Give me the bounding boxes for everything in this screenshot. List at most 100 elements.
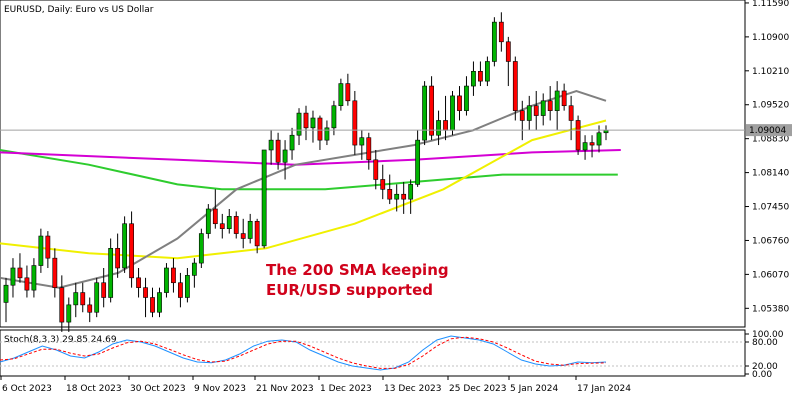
- candle-body-down: [212, 208, 218, 225]
- candle: [212, 189, 218, 229]
- candle-body-up: [247, 220, 253, 239]
- candle-body-up: [226, 216, 232, 229]
- candle-body-down: [178, 282, 183, 298]
- current-price-label: 1.09004: [749, 126, 786, 136]
- candle: [205, 204, 211, 239]
- candle: [101, 267, 107, 308]
- candle: [491, 17, 497, 67]
- candle-body-up: [596, 132, 602, 146]
- candle-body-down: [317, 117, 323, 141]
- candle: [45, 231, 51, 268]
- candle: [122, 216, 127, 273]
- candle: [73, 282, 79, 318]
- candle-body-up: [331, 105, 337, 129]
- date-label: 18 Oct 2023: [66, 384, 122, 394]
- candle-body-up: [554, 90, 560, 111]
- candle-body-down: [519, 110, 525, 121]
- candle-body-down: [52, 257, 58, 288]
- candle: [24, 265, 30, 298]
- candle: [540, 93, 546, 126]
- candle-body-up: [526, 105, 532, 121]
- candle-body-down: [373, 159, 379, 180]
- candle: [226, 208, 232, 234]
- candle: [178, 272, 183, 308]
- candle-body-down: [561, 90, 567, 107]
- candle: [38, 228, 44, 273]
- candle: [366, 132, 372, 170]
- candle: [387, 174, 393, 205]
- date-label: 9 Nov 2023: [194, 384, 246, 394]
- candle: [254, 218, 260, 254]
- candle-body-up: [582, 142, 588, 151]
- date-label: 25 Dec 2023: [449, 384, 507, 394]
- candle: [191, 258, 197, 288]
- candle: [547, 86, 553, 121]
- candle-body-up: [464, 85, 469, 111]
- candle: [94, 277, 100, 318]
- candle: [171, 258, 176, 293]
- candle: [31, 258, 37, 298]
- candle: [331, 100, 337, 136]
- candle-body-down: [589, 142, 595, 146]
- candle-body-up: [491, 21, 497, 62]
- price-tick-label: 1.08830: [752, 135, 789, 145]
- candle-body-up: [108, 248, 114, 298]
- candle: [143, 277, 148, 318]
- candle: [275, 132, 281, 170]
- candle-body-up: [164, 267, 169, 293]
- candle-body-down: [457, 95, 462, 111]
- candle: [17, 253, 23, 283]
- date-label: 5 Jan 2024: [510, 384, 558, 394]
- candle: [505, 36, 511, 87]
- candle: [338, 78, 344, 111]
- stoch-d-line: [0, 336, 607, 369]
- candle-body-up: [261, 149, 267, 247]
- candle-body-down: [150, 297, 155, 313]
- date-label: 1 Dec 2023: [320, 384, 372, 394]
- candle-body-up: [310, 117, 316, 129]
- candle: [303, 105, 309, 141]
- date-label: 17 Jan 2024: [577, 384, 631, 394]
- candle-body-down: [240, 233, 246, 239]
- stoch-label: Stoch(8,3,3) 29.85 24.69: [4, 335, 117, 345]
- candle-body-down: [87, 304, 93, 313]
- candle-body-down: [136, 277, 141, 288]
- candle-body-down: [115, 248, 121, 269]
- candle-body-up: [485, 61, 490, 82]
- candle: [80, 282, 86, 313]
- candle-body-down: [512, 61, 518, 111]
- price-tick-label: 1.07450: [752, 203, 789, 213]
- candle-body-down: [547, 100, 553, 111]
- candle: [115, 233, 121, 278]
- candle-body-down: [575, 120, 581, 151]
- candle-body-down: [505, 41, 511, 62]
- candle-body-down: [533, 105, 539, 116]
- annotation-line-2: EUR/USD supported: [266, 281, 433, 299]
- candle: [575, 115, 581, 155]
- candle-body-down: [478, 71, 483, 82]
- candle: [136, 267, 141, 298]
- candle-body-down: [24, 277, 30, 291]
- candle-body-down: [17, 267, 23, 279]
- candle-body-up: [191, 262, 197, 276]
- candle-body-up: [10, 267, 16, 286]
- ma-line-sma-200: [0, 149, 618, 191]
- stoch-tick-label: 0.00: [752, 370, 772, 380]
- candle-body-up: [436, 120, 441, 136]
- candle-body-up: [296, 112, 302, 136]
- candle: [478, 61, 483, 87]
- candle-body-up: [422, 85, 427, 141]
- candle: [589, 135, 595, 158]
- candle: [464, 76, 469, 116]
- candle: [10, 258, 16, 298]
- candle: [240, 218, 246, 249]
- candle: [519, 100, 525, 141]
- candle: [52, 248, 58, 298]
- candle: [296, 108, 302, 146]
- candle: [471, 61, 476, 96]
- candle: [568, 95, 574, 141]
- price-tick-label: 1.06760: [752, 236, 789, 246]
- candle-body-up: [338, 83, 344, 107]
- price-tick-label: 1.11590: [752, 0, 789, 9]
